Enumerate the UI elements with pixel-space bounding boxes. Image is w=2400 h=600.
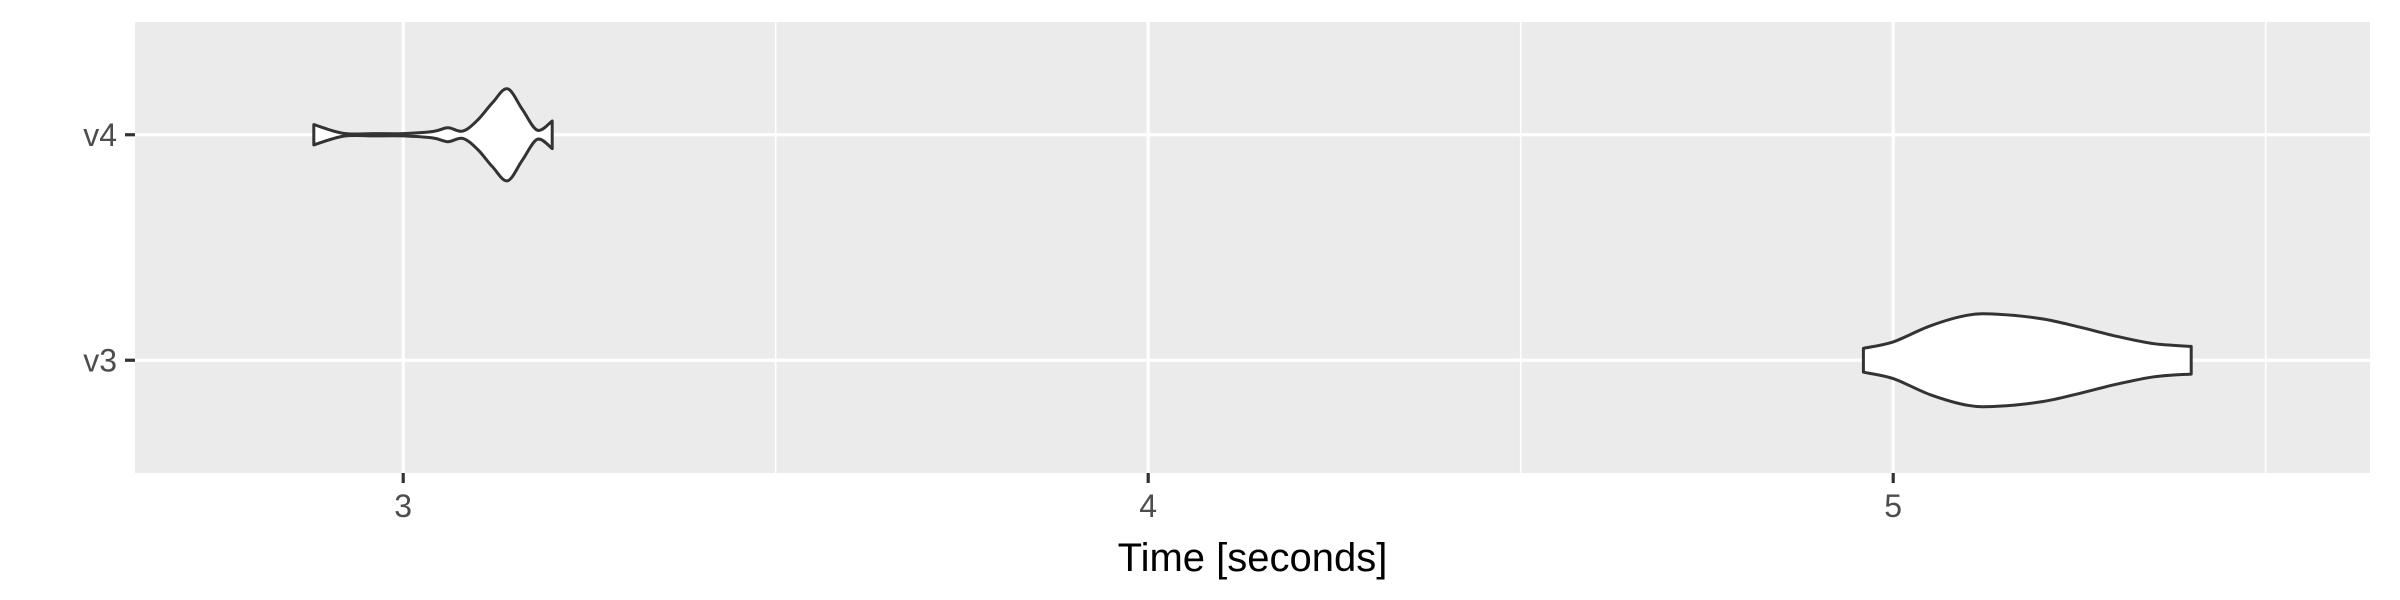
y-tick-label: v4 (83, 117, 117, 153)
x-tick-label: 3 (394, 488, 412, 524)
y-tick-label: v3 (83, 342, 117, 378)
x-tick-label: 4 (1139, 488, 1157, 524)
axes: v3 v4 3 4 5 (83, 117, 1902, 524)
plot-panel (135, 22, 2370, 473)
violins (312, 87, 2193, 409)
violin-v4 (312, 87, 554, 183)
violin-v3 (1861, 312, 2193, 409)
x-axis-title: Time [seconds] (1118, 536, 1388, 580)
x-tick-label: 5 (1884, 488, 1902, 524)
